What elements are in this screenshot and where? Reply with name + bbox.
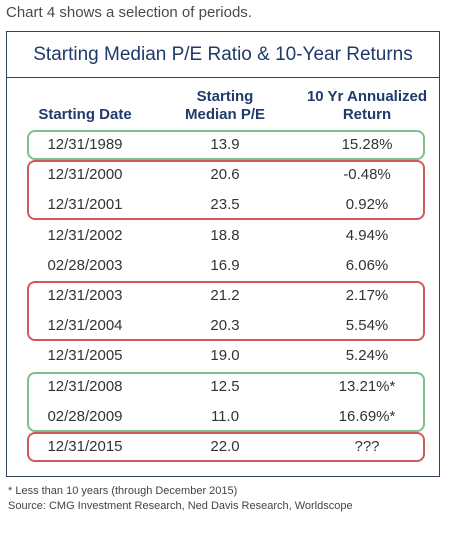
cell-starting-date: 12/31/2001 [47,196,123,214]
cell-median-pe: 22.0 [210,438,240,455]
table-row: 02/28/2003 16.9 6.06% [7,251,441,281]
cell-median-pe: 20.6 [210,166,240,184]
column-header-date: Starting Date [38,106,132,123]
cell-median-pe: 12.5 [210,377,240,395]
cell-annualized-return: 5.24% [345,347,389,365]
table-row: 02/28/2009 11.0 16.69%* [7,402,441,432]
cell-annualized-return: 6.06% [345,256,389,274]
cell-median-pe: 13.9 [210,136,240,153]
table-row: 12/31/2000 20.6 -0.48% [7,160,441,190]
cell-starting-date: 12/31/2003 [47,287,123,304]
highlight-box [27,371,425,432]
cell-annualized-return: ??? [354,438,380,455]
cell-median-pe: 23.5 [210,196,240,214]
cell-starting-date: 12/31/2002 [47,226,123,244]
cell-starting-date: 12/31/2005 [47,347,123,365]
cell-median-pe: 21.2 [210,287,240,304]
chart-title: Starting Median P/E Ratio & 10-Year Retu… [33,43,413,65]
cell-median-pe: 16.9 [210,256,240,274]
cell-starting-date: 12/31/2000 [47,166,123,184]
cell-annualized-return: 16.69%* [338,407,396,425]
column-header-return: 10 Yr Annualized Return [306,88,428,123]
cell-annualized-return: 5.54% [345,317,389,335]
table-row: 12/31/1989 13.9 15.28% [7,130,441,160]
table-row: 12/31/2004 20.3 5.54% [7,311,441,341]
cell-starting-date: 12/31/1989 [47,136,123,153]
table-row: 12/31/2008 12.5 13.21%* [7,372,441,402]
table-row: 12/31/2003 21.2 2.17% [7,281,441,311]
highlight-box [27,160,425,221]
highlight-box [27,281,425,342]
cell-median-pe: 18.8 [210,226,240,244]
cell-annualized-return: 4.94% [345,226,389,244]
title-bar: Starting Median P/E Ratio & 10-Year Retu… [7,32,439,78]
cell-starting-date: 12/31/2008 [47,377,123,395]
intro-text: Chart 4 shows a selection of periods. [6,4,252,21]
cell-annualized-return: 13.21%* [338,377,396,395]
table-row: 12/31/2002 18.8 4.94% [7,221,441,251]
table-row: 12/31/2001 23.5 0.92% [7,190,441,220]
cell-annualized-return: 0.92% [345,196,389,214]
cell-annualized-return: -0.48% [343,166,391,184]
footnote-source: Source: CMG Investment Research, Ned Dav… [8,500,353,512]
cell-median-pe: 20.3 [210,317,240,335]
highlight-box [27,432,425,462]
highlight-box [27,130,425,160]
cell-annualized-return: 2.17% [345,287,389,304]
cell-starting-date: 12/31/2004 [47,317,123,335]
cell-median-pe: 19.0 [210,347,240,365]
cell-starting-date: 02/28/2003 [47,256,123,274]
table-row: 12/31/2015 22.0??? [7,432,441,462]
cell-starting-date: 02/28/2009 [47,407,123,425]
table-row: 12/31/2005 19.0 5.24% [7,341,441,371]
column-header-pe: Starting Median P/E [184,88,266,123]
cell-starting-date: 12/31/2015 [47,438,123,455]
footnote-less-than-10-years: * Less than 10 years (through December 2… [8,485,238,497]
cell-annualized-return: 15.28% [341,136,393,153]
table-frame: Starting Median P/E Ratio & 10-Year Retu… [6,31,440,477]
cell-median-pe: 11.0 [210,407,240,425]
